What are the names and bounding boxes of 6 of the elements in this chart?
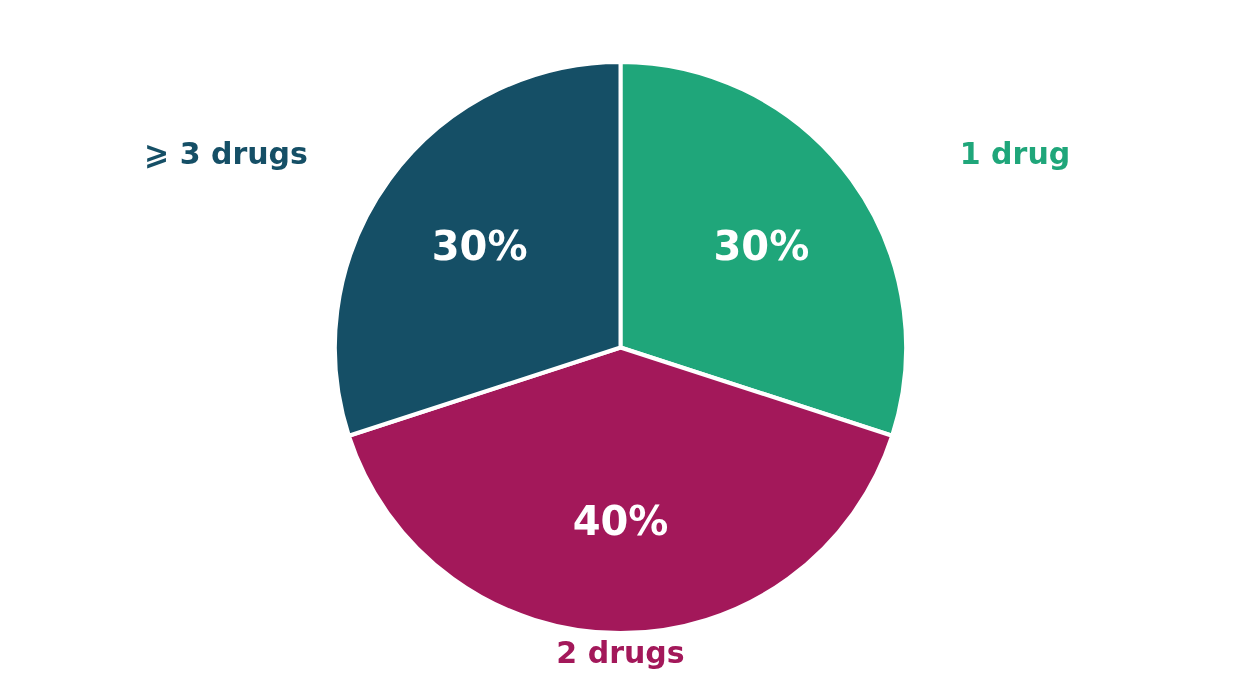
data-label: 30% xyxy=(431,222,528,269)
data-label: 40% xyxy=(572,498,669,544)
data-label: 30% xyxy=(713,222,810,269)
slice-label: ⩾ 3 drugs xyxy=(144,136,308,172)
slice-label: 1 drug xyxy=(959,136,1071,172)
slice-label: 2 drugs xyxy=(556,635,685,671)
